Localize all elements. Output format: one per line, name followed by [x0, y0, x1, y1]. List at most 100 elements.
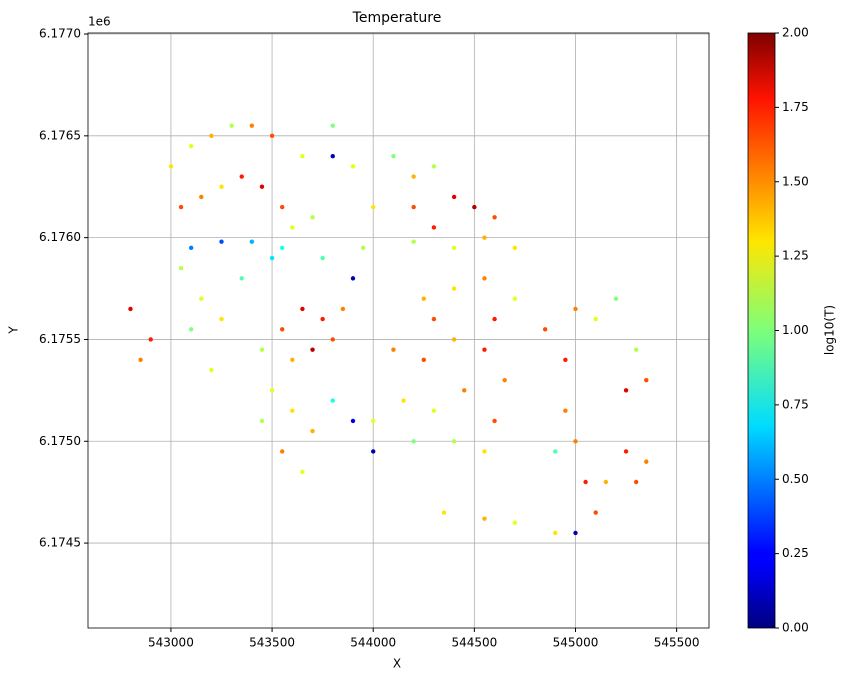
y-tick-label: 6.1755	[39, 332, 81, 346]
point	[188, 143, 194, 149]
point	[492, 215, 497, 220]
point	[451, 439, 457, 444]
point	[310, 215, 315, 220]
point	[462, 388, 467, 393]
point	[502, 377, 507, 383]
point	[279, 449, 285, 454]
point	[623, 388, 629, 393]
colorbar-tick-label: 1.75	[782, 100, 809, 114]
plot-frame	[87, 32, 710, 629]
point	[249, 239, 255, 244]
point	[644, 377, 649, 383]
point	[563, 408, 568, 413]
point	[451, 337, 457, 342]
point	[168, 164, 174, 169]
y-tick-label: 6.1765	[39, 128, 81, 142]
point	[411, 239, 416, 244]
point	[279, 327, 285, 332]
colorbar-tick-label: 0.75	[782, 397, 809, 411]
x-tick-label: 544500	[451, 636, 497, 650]
point	[239, 174, 244, 179]
point	[219, 239, 224, 244]
colorbar	[747, 32, 776, 629]
colorbar-tick-label: 0.25	[782, 546, 809, 560]
point	[391, 153, 396, 159]
point	[553, 449, 558, 454]
colorbar-tick-label: 0.50	[782, 472, 809, 486]
point	[593, 510, 598, 515]
point	[441, 510, 447, 515]
y-axis-label: Y	[7, 326, 21, 335]
point	[340, 306, 346, 312]
point	[644, 459, 649, 464]
point	[633, 479, 639, 485]
point	[300, 469, 305, 475]
point	[259, 418, 265, 424]
point	[209, 133, 214, 139]
point	[310, 347, 315, 352]
point	[290, 357, 295, 363]
point	[330, 398, 335, 403]
point	[360, 245, 366, 251]
point	[633, 347, 639, 352]
point	[279, 204, 285, 210]
point	[391, 347, 396, 352]
point	[421, 357, 426, 363]
point	[593, 316, 598, 322]
y-tick-label: 6.1750	[39, 434, 81, 448]
chart-title: Temperature	[352, 10, 442, 26]
point	[259, 184, 265, 189]
point	[350, 276, 356, 281]
point	[482, 449, 487, 454]
point	[472, 204, 477, 210]
point	[431, 316, 437, 322]
colorbar-tick-label: 1.50	[782, 174, 809, 188]
point	[411, 174, 416, 179]
colorbar-tick-label: 1.00	[782, 323, 809, 337]
point	[613, 296, 619, 301]
point	[371, 418, 376, 424]
point	[128, 306, 133, 312]
point	[350, 418, 356, 424]
x-axis-label: X	[393, 657, 401, 671]
point	[451, 245, 457, 251]
y-offset-label: 1e6	[88, 15, 111, 29]
x-tick-label: 545500	[654, 636, 700, 650]
plot-area	[88, 33, 709, 628]
point	[290, 225, 295, 230]
point	[290, 408, 295, 413]
point	[451, 286, 457, 291]
colorbar-tick-label: 1.25	[782, 249, 809, 263]
point	[320, 316, 325, 322]
point	[269, 388, 275, 393]
point	[512, 245, 518, 251]
point	[330, 153, 335, 159]
point	[320, 255, 325, 261]
point	[603, 479, 609, 485]
point	[199, 194, 204, 200]
point	[573, 530, 578, 536]
point	[583, 479, 588, 485]
colorbar-tick-label: 0.00	[782, 621, 809, 635]
y-tick-label: 6.1745	[39, 536, 81, 550]
point	[330, 337, 335, 342]
x-tick-label: 543500	[249, 636, 295, 650]
point	[492, 316, 497, 322]
point	[431, 225, 437, 230]
point	[209, 367, 214, 373]
point	[178, 204, 184, 210]
point	[148, 337, 153, 342]
point	[371, 204, 376, 210]
point	[259, 347, 265, 352]
point	[300, 153, 305, 159]
point	[482, 276, 487, 281]
point	[269, 255, 275, 261]
y-tick-label: 6.1770	[39, 27, 81, 41]
point	[411, 439, 416, 444]
point	[239, 276, 244, 281]
point	[563, 357, 568, 363]
point	[269, 133, 275, 139]
point	[623, 449, 629, 454]
point	[219, 184, 224, 189]
x-tick-label: 545000	[553, 636, 599, 650]
